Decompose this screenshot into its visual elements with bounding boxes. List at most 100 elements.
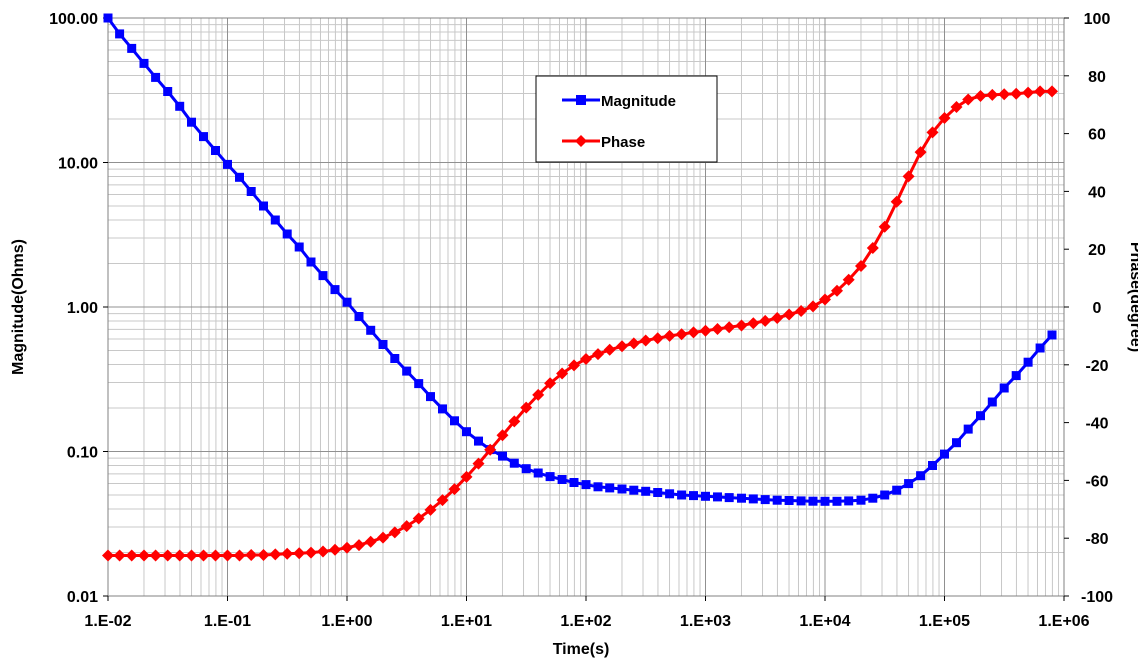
data-point-phase [807,300,819,313]
x-tick-label: 1.E+05 [919,613,970,630]
x-tick-label: 1.E-01 [204,613,251,630]
data-point-phase [890,195,903,208]
data-point-magnitude [103,13,113,23]
data-point-phase [962,93,975,106]
data-point-magnitude [498,451,507,461]
y2-tick-label: 80 [1088,69,1106,86]
data-point-magnitude [1011,371,1021,381]
data-point-magnitude [737,493,746,503]
x-tick-label: 1.E+02 [560,613,611,630]
data-point-magnitude [426,392,435,402]
data-point-magnitude [390,354,400,363]
data-point-phase [1046,85,1058,98]
data-point-magnitude [187,117,196,127]
data-point-phase [472,457,485,470]
data-point-magnitude [235,172,244,182]
data-point-phase [161,549,174,562]
data-point-magnitude [772,495,782,505]
data-point-magnitude [163,87,173,96]
data-point-phase [627,337,640,350]
data-point-magnitude [306,257,316,267]
y2-tick-label: -80 [1085,531,1108,548]
data-point-magnitude [796,496,806,506]
data-point-phase [986,88,999,101]
data-point-magnitude [629,485,639,495]
data-point-magnitude [701,491,710,501]
data-point-phase [293,547,306,560]
data-point-magnitude [474,436,483,446]
data-point-phase [998,88,1011,101]
data-point-phase [353,539,365,552]
data-point-magnitude [760,495,770,505]
data-point-magnitude [665,489,675,499]
x-tick-label: 1.E+06 [1038,613,1089,630]
x-axis-title: Time(s) [553,641,610,658]
data-point-phase [675,328,688,341]
data-point-magnitude [724,493,734,503]
data-point-magnitude [952,438,961,448]
data-point-phase [639,334,652,347]
data-point-magnitude [402,366,412,376]
data-point-phase [257,549,270,561]
data-point-phase [209,549,222,562]
data-point-phase [842,273,855,286]
data-point-magnitude [689,491,698,501]
data-point-phase [532,388,545,401]
y-tick-label: 10.00 [58,156,98,173]
y2-tick-label: -100 [1081,589,1113,606]
data-point-phase [771,312,784,324]
data-point-magnitude [378,340,388,349]
data-point-magnitude [342,297,352,307]
data-point-magnitude [139,58,149,68]
data-point-magnitude [928,461,937,470]
data-point-phase [1034,85,1047,98]
data-point-phase [341,541,353,554]
data-point-magnitude [605,483,615,493]
data-point-magnitude [856,495,866,505]
data-point-phase [926,126,939,139]
data-point-magnitude [211,146,220,155]
series-phase [102,85,1058,562]
data-point-magnitude [438,404,447,414]
data-point-magnitude [175,101,185,111]
data-point-magnitude [892,485,902,495]
data-point-phase [603,343,616,356]
data-point-phase [221,549,234,562]
data-point-phase [950,101,963,113]
data-point-phase [902,170,915,183]
data-point-magnitude [521,464,531,474]
data-point-magnitude [414,379,424,389]
data-point-magnitude [1023,357,1033,367]
data-point-phase [580,353,592,365]
data-point-magnitude [808,496,818,506]
legend-box [535,75,718,163]
legend-marker-phase [575,135,587,147]
data-point-phase [783,308,796,321]
data-point-magnitude [641,486,651,496]
data-point-phase [819,293,831,306]
data-point-phase [424,503,437,516]
data-point-magnitude [987,397,997,407]
data-point-magnitude [832,496,842,506]
data-point-phase [723,321,736,334]
legend: Magnitude Phase [535,75,718,163]
y-axis-right: -100 -80 -60 -40 -20 0 20 40 60 80 100 [1064,11,1113,606]
data-point-phase [1022,86,1035,99]
y2-tick-label: 0 [1093,300,1102,317]
legend-label-phase: Phase [601,134,645,151]
y2-tick-label: -20 [1085,358,1108,375]
data-point-phase [317,545,329,558]
data-point-magnitude [653,488,663,497]
x-tick-label: 1.E+04 [799,613,850,630]
data-point-magnitude [880,490,890,500]
data-point-phase [735,319,748,332]
data-point-magnitude [868,493,878,503]
data-point-phase [520,401,533,414]
data-point-magnitude [151,72,161,82]
data-point-phase [556,367,569,380]
data-point-phase [281,547,294,560]
data-point-phase [113,549,126,562]
y-axis-right-title: Phase(degree) [1127,242,1138,352]
data-point-phase [831,284,843,297]
y2-tick-label: 100 [1084,11,1111,28]
